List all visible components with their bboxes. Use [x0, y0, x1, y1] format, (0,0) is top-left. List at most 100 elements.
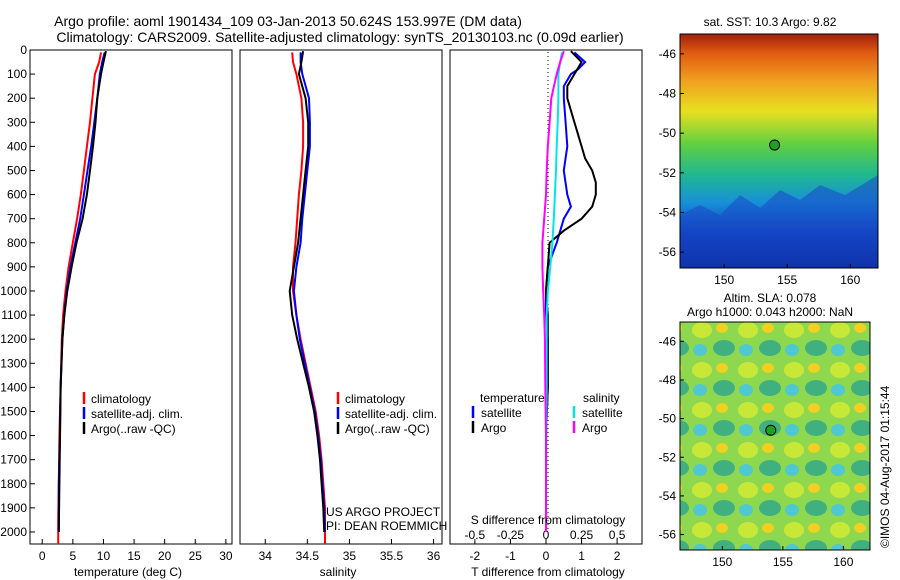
- salinity-profile-lines: [288, 51, 326, 544]
- x-tick-label: 2: [614, 549, 621, 563]
- lon-tick-label: 160: [840, 273, 860, 287]
- sst-map-axis-ticks: 150 155 160 -46 -48 -50 -52 -54 -56: [659, 47, 861, 287]
- x-tick-label: 34.5: [296, 549, 320, 563]
- sst-cold-front: [680, 175, 878, 268]
- x-tick-label: 35: [343, 549, 357, 563]
- legend-label-t-argo: Argo: [481, 421, 507, 435]
- lon-tick-label: 160: [833, 555, 853, 569]
- sla-map: Altim. SLA: 0.078 Argo h1000: 0.043 h200…: [659, 291, 871, 569]
- legend-label-argo: Argo(..raw -QC): [91, 422, 176, 436]
- temperature-plot-frame: [29, 49, 233, 545]
- y-tick-label: 400: [7, 139, 27, 153]
- salinity-axis-ticks: 34 34.5 35 35.5 36: [259, 539, 441, 563]
- temperature-axis-label: temperature (deg C): [74, 565, 182, 579]
- profile-line-s-satellite: [545, 52, 563, 532]
- sla-map-axis-ticks: 150 155 160 -46 -48 -50 -52 -54 -56: [659, 334, 854, 569]
- y-tick-label: 1800: [0, 477, 27, 491]
- profile-line-t-argo: [544, 50, 597, 532]
- project-credit-line1: US ARGO PROJECT: [326, 505, 441, 519]
- salinity-axis-label: salinity: [320, 565, 357, 579]
- x-tick-label: 30: [219, 549, 233, 563]
- x-tick-label: 0: [543, 549, 550, 563]
- lat-tick-label: -46: [659, 334, 677, 348]
- x-tick-label: 0: [39, 549, 46, 563]
- s-tick-label: 0.25: [570, 528, 594, 542]
- x-tick-label: 20: [158, 549, 172, 563]
- y-tick-label: 100: [7, 67, 27, 81]
- temperature-legend: climatology satellite-adj. clim. Argo(..…: [82, 392, 183, 436]
- salinity-panel: 34 34.5 35 35.5 36 salinity climatology sate…: [239, 49, 447, 579]
- x-tick-label: -1: [505, 549, 516, 563]
- y-tick-label: 300: [7, 115, 27, 129]
- y-tick-label: 2000: [0, 525, 27, 539]
- x-tick-label: -2: [470, 549, 481, 563]
- s-tick-label: -0.25: [497, 528, 525, 542]
- lat-tick-label: -52: [659, 450, 677, 464]
- y-tick-label: 500: [7, 163, 27, 177]
- x-tick-label: 15: [127, 549, 141, 563]
- y-tick-label: 1000: [0, 284, 27, 298]
- legend-label-climatology: climatology: [91, 392, 151, 406]
- lon-tick-label: 155: [777, 273, 797, 287]
- figure-title-line1: Argo profile: aoml 1901434_109 03-Jan-20…: [54, 13, 522, 29]
- difference-legend: temperature salinity satellite Argo sate…: [471, 391, 623, 435]
- difference-axis-ticks: -2 -1 0 1 2 -0.5 -0.25 0 0.25 0.5: [465, 528, 626, 563]
- s-difference-axis-label: S difference from climatology: [471, 513, 626, 527]
- y-tick-label: 1200: [0, 332, 27, 346]
- salinity-legend: climatology satellite-adj. clim. Argo(..…: [336, 392, 437, 436]
- lat-tick-label: -48: [659, 86, 677, 100]
- y-tick-label: 1700: [0, 453, 27, 467]
- x-tick-label: 1: [578, 549, 585, 563]
- legend-label-climatology: climatology: [345, 392, 405, 406]
- y-tick-label: 800: [7, 236, 27, 250]
- temperature-panel: 0100200300400500600700800900100011001200…: [0, 43, 233, 579]
- x-tick-label: 36: [427, 549, 441, 563]
- lat-tick-label: -56: [659, 528, 677, 542]
- sla-map-frame: [679, 321, 871, 551]
- s-tick-label: 0.5: [609, 528, 626, 542]
- lat-tick-label: -48: [659, 373, 677, 387]
- x-tick-label: 5: [70, 549, 77, 563]
- sla-map-title-line1: Altim. SLA: 0.078: [724, 291, 817, 305]
- t-difference-axis-label: T difference from climatology: [471, 565, 625, 579]
- y-tick-label: 1600: [0, 429, 27, 443]
- argo-float-location-marker: [769, 139, 781, 151]
- profile-line-argo-raw-qc: [57, 50, 107, 533]
- y-tick-label: 1500: [0, 404, 27, 418]
- legend-label-satellite-adj: satellite-adj. clim.: [91, 407, 183, 421]
- temperature-profile-lines: [57, 50, 107, 544]
- profile-line-satellite-adj-clim: [57, 52, 106, 532]
- y-tick-label: 1100: [1, 308, 27, 322]
- temperature-axis-ticks: 0 5 10 15 20 25 30: [39, 539, 233, 563]
- s-tick-label: 0: [543, 528, 550, 542]
- y-tick-label: 1900: [0, 501, 27, 515]
- x-tick-label: 35.5: [380, 549, 404, 563]
- sla-map-title-line2: Argo h1000: 0.043 h2000: NaN: [687, 305, 853, 319]
- y-tick-label: 1400: [0, 380, 27, 394]
- legend-label-s-argo: Argo: [582, 421, 608, 435]
- sst-map-title: sat. SST: 10.3 Argo: 9.82: [704, 15, 837, 29]
- profile-line-argo-raw-qc: [288, 51, 326, 533]
- legend-label-t-satellite: satellite: [481, 406, 522, 420]
- profile-line-t-satellite: [545, 51, 587, 532]
- legend-label-s-satellite: satellite: [582, 406, 623, 420]
- legend-label-satellite-adj: satellite-adj. clim.: [345, 407, 437, 421]
- figure-title-line2: Climatology: CARS2009. Satellite-adjuste…: [56, 29, 623, 45]
- legend-title-temperature: temperature: [480, 391, 545, 405]
- lat-tick-label: -54: [659, 489, 677, 503]
- lat-tick-label: -54: [659, 205, 677, 219]
- lon-tick-label: 150: [712, 555, 732, 569]
- depth-axis-ticks: 0 100 200 300 400 500 600 700 800 900 1000 1100 1200…: [0, 43, 35, 539]
- difference-profile-lines: [541, 50, 597, 532]
- lon-tick-label: 155: [773, 555, 793, 569]
- lat-tick-label: -52: [659, 166, 677, 180]
- project-credit-line2: PI: DEAN ROEMMICH: [326, 519, 447, 533]
- lat-tick-label: -50: [659, 126, 677, 140]
- x-tick-label: 34: [259, 549, 273, 563]
- sst-map: sat. SST: 10.3 Argo: 9.82 150 155 160 -46 -4…: [659, 15, 879, 287]
- difference-panel: -2 -1 0 1 2 -0.5 -0.25 0 0.25 0.5 S difference fr…: [449, 49, 643, 579]
- y-tick-label: 900: [7, 260, 27, 274]
- s-tick-label: -0.5: [465, 528, 486, 542]
- sla-heatmap-field: [680, 322, 870, 550]
